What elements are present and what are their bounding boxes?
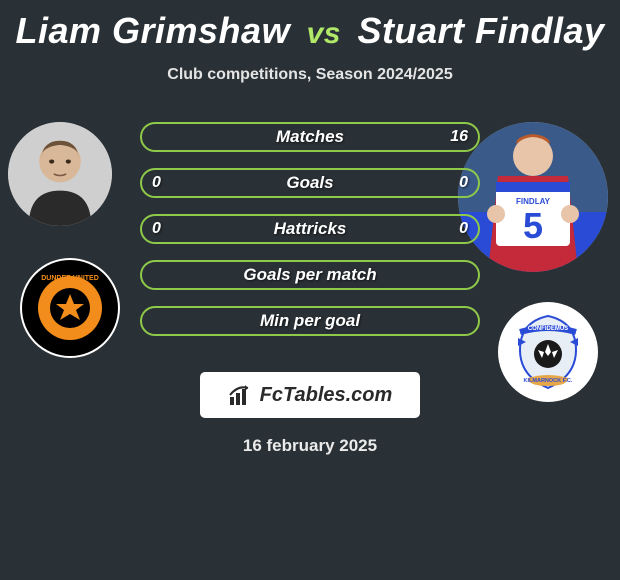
- chart-icon: [228, 383, 256, 407]
- club-badge-icon: DUNDEE UNITED: [20, 258, 120, 358]
- stat-value-right: 0: [459, 174, 468, 192]
- content-area: DUNDEE UNITED FINDLAY 5 CONFID: [0, 112, 620, 456]
- stat-label: Goals per match: [243, 265, 376, 285]
- stat-row-min-per-goal: Min per goal: [140, 306, 480, 336]
- stat-row-matches: Matches 16: [140, 122, 480, 152]
- player2-avatar: FINDLAY 5: [458, 122, 608, 272]
- title-player2: Stuart Findlay: [357, 10, 604, 51]
- stat-value-left: 0: [152, 220, 161, 238]
- stat-value-left: 0: [152, 174, 161, 192]
- person-holding-jersey-icon: FINDLAY 5: [458, 122, 608, 272]
- stat-row-goals: 0 Goals 0: [140, 168, 480, 198]
- brand-box: FcTables.com: [200, 372, 420, 418]
- date-text: 16 february 2025: [0, 436, 620, 456]
- page-title: Liam Grimshaw vs Stuart Findlay: [0, 0, 620, 52]
- club-badge-icon: CONFIDEMUS KILMARNOCK F.C.: [498, 302, 598, 402]
- stat-row-goals-per-match: Goals per match: [140, 260, 480, 290]
- player2-club-badge: CONFIDEMUS KILMARNOCK F.C.: [498, 302, 598, 402]
- stat-row-hattricks: 0 Hattricks 0: [140, 214, 480, 244]
- brand-text: FcTables.com: [260, 384, 393, 407]
- person-icon: [8, 122, 112, 226]
- stat-label: Matches: [276, 127, 344, 147]
- stat-label: Goals: [286, 173, 333, 193]
- stat-value-right: 16: [450, 128, 468, 146]
- subtitle: Club competitions, Season 2024/2025: [0, 66, 620, 84]
- svg-text:DUNDEE UNITED: DUNDEE UNITED: [41, 275, 99, 282]
- stat-value-right: 0: [459, 220, 468, 238]
- title-player1: Liam Grimshaw: [15, 10, 290, 51]
- stat-bars: Matches 16 0 Goals 0 0 Hattricks 0 Goals…: [140, 112, 480, 336]
- stat-label: Min per goal: [260, 311, 360, 331]
- player1-club-badge: DUNDEE UNITED: [20, 258, 120, 358]
- svg-text:CONFIDEMUS: CONFIDEMUS: [528, 326, 568, 332]
- svg-text:KILMARNOCK F.C.: KILMARNOCK F.C.: [524, 378, 573, 384]
- jersey-number-text: 5: [523, 205, 543, 246]
- stat-label: Hattricks: [274, 219, 347, 239]
- title-vs: vs: [307, 17, 341, 50]
- player1-avatar: [8, 122, 112, 226]
